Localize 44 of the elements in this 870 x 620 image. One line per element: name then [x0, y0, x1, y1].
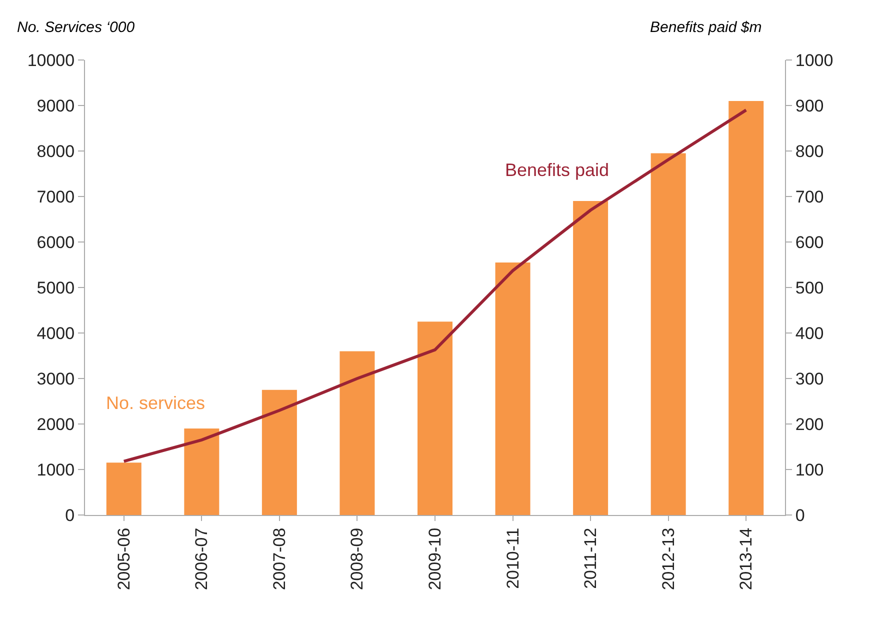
y2-tick-label: 700	[795, 187, 824, 206]
bar	[106, 462, 142, 515]
y-tick-label: 6000	[36, 232, 75, 252]
y2-tick-label: 100	[795, 460, 824, 480]
y2-tick-label: 500	[795, 278, 824, 298]
bar	[573, 201, 608, 515]
bar	[650, 153, 686, 515]
x-tick-label: 2013-14	[736, 528, 756, 590]
x-tick-label: 2007-08	[270, 528, 289, 590]
y2-tick-label: 300	[795, 369, 824, 388]
bar	[262, 390, 297, 515]
x-tick-label: 2011-12	[581, 528, 600, 589]
y-tick-label: 7000	[36, 187, 75, 206]
y2-tick-label: 900	[795, 96, 824, 116]
bar	[184, 428, 220, 515]
y-tick-label: 9000	[36, 96, 75, 116]
x-tick-label: 2012-13	[658, 528, 678, 590]
y-tick-label: 4000	[36, 324, 75, 343]
y-tick-label: 0	[65, 506, 75, 525]
series-label: Benefits paid	[505, 160, 610, 180]
bar	[418, 322, 452, 515]
y-tick-label: 5000	[36, 278, 75, 298]
y-tick-label: 2000	[36, 414, 75, 434]
y2-tick-label: 800	[795, 142, 824, 161]
x-tick-label: 2009-10	[426, 528, 445, 590]
series-label: No. services	[106, 393, 206, 413]
y2-tick-label: 200	[795, 414, 824, 434]
y-tick-label: 8000	[36, 142, 75, 161]
y-tick-label: 10000	[27, 50, 75, 70]
y2-tick-label: 600	[795, 232, 824, 252]
x-tick-label: 2005-06	[114, 528, 134, 590]
y-axis-title: No. Services ‘000	[17, 19, 136, 36]
y2-tick-label: 0	[795, 506, 805, 525]
x-tick-label: 2010-11	[503, 528, 522, 589]
bar	[728, 100, 764, 515]
y-tick-label: 3000	[36, 369, 75, 388]
bar	[340, 351, 375, 515]
y2-tick-label: 400	[795, 324, 824, 343]
x-tick-label: 2006-07	[192, 528, 212, 590]
y2-tick-label: 1000	[795, 50, 834, 70]
y2-axis-title: Benefits paid $m	[650, 19, 762, 36]
y-tick-label: 1000	[36, 460, 75, 480]
x-tick-label: 2008-09	[348, 528, 367, 590]
bar	[495, 262, 530, 515]
